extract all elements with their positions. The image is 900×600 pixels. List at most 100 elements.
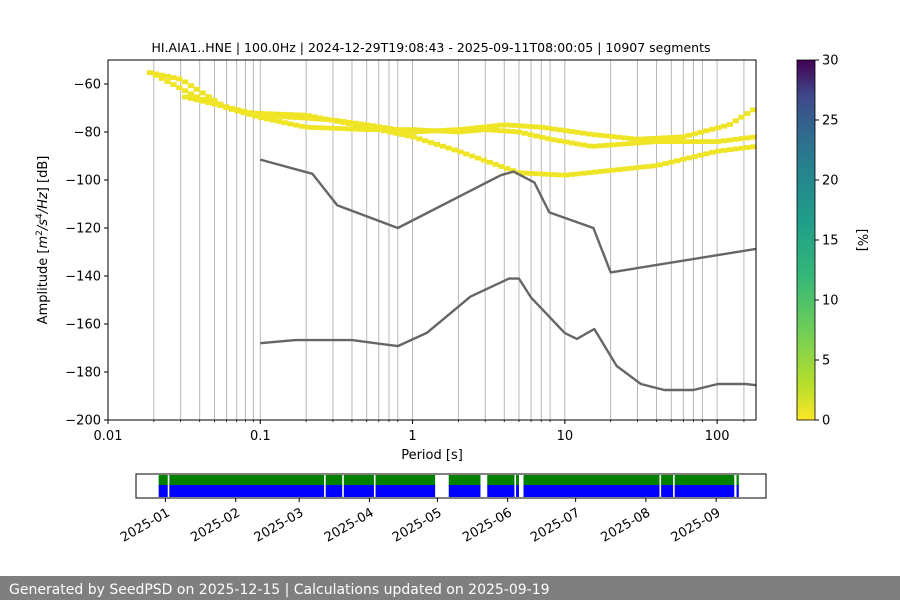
heatmap-sparse-cell	[375, 127, 382, 133]
colorbar-tick-label: 0	[822, 414, 830, 429]
heatmap-sparse-cell	[592, 143, 599, 149]
heatmap-sparse-cell	[597, 132, 605, 138]
heatmap-sparse-cell	[586, 131, 593, 137]
heatmap-sparse-cell	[580, 170, 587, 176]
heatmap-sparse-cell	[715, 125, 722, 131]
heatmap-sparse-cell	[715, 148, 722, 154]
heatmap-sparse-cell	[633, 140, 640, 146]
heatmap-sparse-cell	[638, 140, 646, 146]
heatmap-sparse-cell	[679, 139, 687, 144]
heatmap-sparse-cell	[316, 125, 323, 131]
heatmap-sparse-cell	[504, 128, 511, 134]
timeline-tick-label: 2025-07	[528, 505, 583, 545]
heatmap-sparse-cell	[480, 127, 487, 133]
heatmap-sparse-cell	[726, 147, 733, 153]
heatmap-sparse-cell	[211, 101, 218, 107]
heatmap-sparse-cell	[662, 139, 669, 144]
availability-span	[736, 475, 739, 486]
heatmap-sparse-cell	[515, 129, 523, 135]
heatmap-sparse-cell	[627, 136, 634, 141]
heatmap-sparse-cell	[217, 103, 224, 108]
heatmap-sparse-cell	[469, 153, 476, 159]
heatmap-sparse-cell	[228, 105, 236, 111]
heatmap-sparse-cell	[609, 142, 616, 148]
heatmap-sparse-cell	[381, 128, 388, 134]
heatmap-sparse-cell	[346, 126, 353, 132]
heatmap-sparse-cell	[164, 73, 171, 79]
heatmap-sparse-cell	[592, 169, 599, 175]
heatmap-sparse-cell	[170, 75, 177, 81]
chart-title: HI.AIA1..HNE | 100.0Hz | 2024-12-29T19:0…	[152, 40, 711, 55]
heatmap-sparse-cell	[644, 139, 651, 145]
heatmap-sparse-cell	[545, 125, 552, 131]
heatmap-sparse-cell	[679, 134, 687, 140]
heatmap-sparse-cell	[679, 156, 687, 162]
heatmap-sparse-cell	[738, 114, 745, 120]
nlnm-curve	[260, 277, 756, 392]
heatmap-sparse-cell	[328, 117, 335, 123]
heatmap-sparse-cell	[205, 100, 212, 106]
heatmap-sparse-cell	[392, 130, 400, 136]
heatmap-sparse-cell	[592, 132, 599, 138]
heatmap-sparse-cell	[193, 97, 200, 103]
heatmap-sparse-cell	[310, 125, 318, 130]
heatmap-sparse-cell	[545, 171, 552, 177]
y-tick-label: −100	[65, 174, 101, 189]
heatmap-sparse-cell	[176, 85, 183, 91]
availability-span	[487, 475, 519, 486]
data-gap	[673, 475, 675, 497]
heatmap-sparse-cell	[404, 133, 411, 139]
heatmap-sparse-cell	[703, 139, 710, 144]
heatmap-sparse-cell	[281, 114, 288, 120]
data-gap	[659, 475, 662, 497]
heatmap-sparse-cell	[650, 163, 657, 169]
heatmap-sparse-cell	[586, 143, 593, 149]
heatmap-sparse-cell	[422, 138, 429, 144]
heatmap-sparse-cell	[527, 124, 534, 129]
heatmap-sparse-cell	[627, 165, 634, 171]
heatmap-sparse-cell	[668, 159, 675, 165]
heatmap-sparse-cell	[187, 96, 195, 101]
heatmap-sparse-cell	[691, 154, 698, 159]
heatmap-sparse-cell	[691, 139, 698, 144]
heatmap-sparse-cell	[457, 129, 464, 135]
heatmap-sparse-cell	[428, 128, 435, 134]
heatmap-sparse-cell	[299, 112, 306, 118]
heatmap-sparse-cell	[246, 110, 253, 115]
heatmap-sparse-cell	[281, 120, 288, 126]
heatmap-sparse-cell	[726, 122, 733, 127]
heatmap-sparse-cell	[486, 123, 493, 129]
timeline-tick-label: 2025-01	[118, 505, 173, 545]
heatmap-sparse-cell	[146, 70, 154, 76]
heatmap-sparse-cell	[176, 76, 183, 82]
y-axis-ticks: −60 −80 −100 −120 −140 −160 −180 −200	[65, 78, 108, 429]
heatmap-sparse-cell	[586, 170, 593, 176]
heatmap-sparse-cell	[720, 147, 728, 153]
x-tick-label: 10	[557, 429, 574, 444]
heatmap-sparse-cell	[351, 120, 359, 126]
timeline-tick-label: 2025-09	[669, 505, 724, 545]
heatmap-sparse-cell	[603, 142, 610, 148]
heatmap-sparse-cell	[709, 150, 716, 155]
heatmap-sparse-cell	[182, 88, 189, 94]
heatmap-sparse-cell	[293, 122, 300, 128]
heatmap-sparse-cell	[715, 139, 722, 144]
heatmap-sparse-cell	[732, 146, 739, 152]
heatmap-sparse-cell	[720, 138, 728, 144]
heatmap-sparse-cell	[322, 125, 329, 131]
heatmap-sparse-cell	[521, 170, 528, 176]
heatmap-sparse-cell	[656, 139, 663, 144]
heatmap-sparse-cell	[562, 139, 569, 145]
timeline-frame	[135, 473, 767, 499]
heatmap-sparse-cell	[287, 121, 294, 127]
heatmap-sparse-cell	[732, 118, 739, 124]
heatmap-sparse-cell	[498, 122, 505, 128]
heatmap-sparse-cell	[357, 126, 364, 132]
timeline-tick-label: 2025-02	[188, 505, 243, 545]
heatmap-sparse-cell	[498, 164, 505, 169]
y-tick-label: −120	[65, 222, 101, 237]
processed-span	[448, 485, 481, 497]
heatmap-sparse-cell	[556, 172, 564, 178]
timeline-tick-label: 2025-06	[460, 505, 515, 545]
heatmap-sparse-cell	[463, 126, 470, 132]
